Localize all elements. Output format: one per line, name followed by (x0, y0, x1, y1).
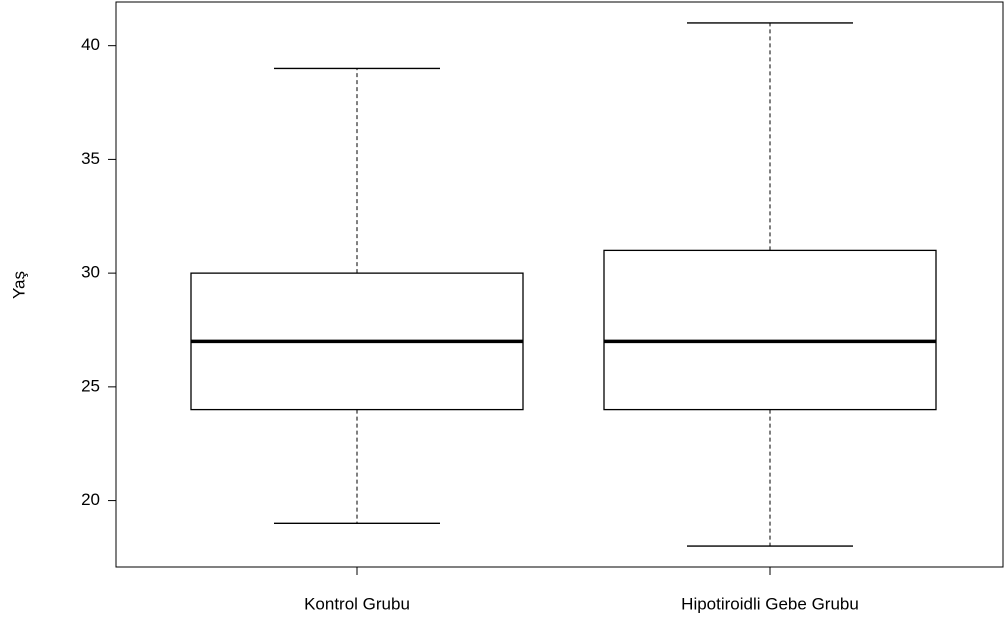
y-axis-label: Yaş (9, 271, 28, 299)
y-tick-label: 35 (81, 149, 100, 168)
x-tick-label: Kontrol Grubu (304, 594, 410, 613)
y-tick-label: 40 (81, 35, 100, 54)
y-tick-label: 30 (81, 263, 100, 282)
plot-frame (115, 1, 1004, 568)
box (603, 249, 937, 411)
y-tick-label: 25 (81, 376, 100, 395)
x-tick-label: Hipotiroidli Gebe Grubu (681, 594, 859, 613)
y-tick-label: 20 (81, 490, 100, 509)
